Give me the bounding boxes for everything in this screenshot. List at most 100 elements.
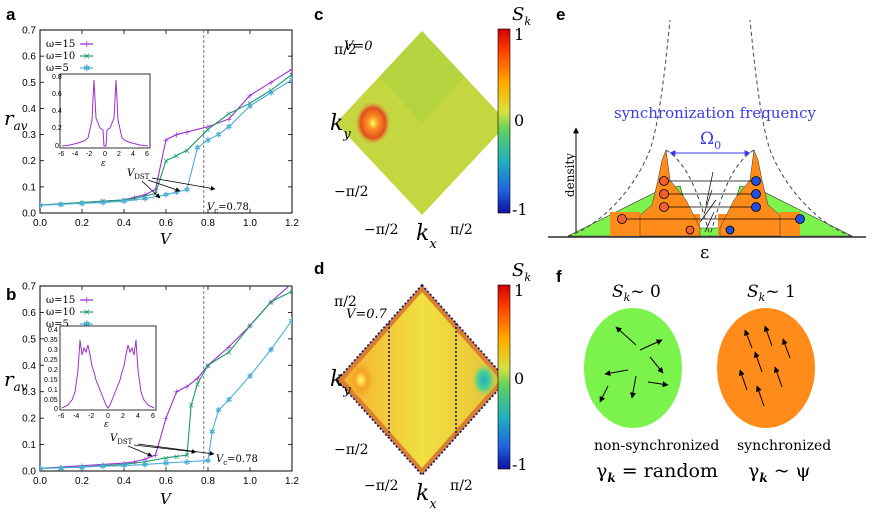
- svg-text:0.4: 0.4: [48, 327, 58, 334]
- data-point-a-2-5: ✱: [142, 195, 149, 204]
- omega-label: Ω0: [700, 129, 721, 152]
- svg-text:✱: ✱: [83, 64, 91, 74]
- data-point-b-2-8: ✱: [205, 456, 212, 465]
- y-tick-a-2: 0.2: [22, 156, 36, 167]
- data-point-a-2-7: ✱: [173, 188, 180, 197]
- legend-b-omega10: ω=10: [46, 307, 75, 318]
- data-point-b-1-14: ×: [268, 298, 275, 307]
- svg-text:0.8: 0.8: [52, 74, 62, 81]
- x-tick-b-0: 0.0: [33, 476, 47, 487]
- x-tick-a-0: 0.0: [33, 218, 47, 229]
- svg-text:1: 1: [514, 281, 524, 300]
- panel-label-d: d: [314, 259, 324, 278]
- e-title: synchronization frequency: [614, 104, 816, 122]
- series-line-b-2: [40, 320, 292, 469]
- svg-text:0: 0: [55, 143, 59, 150]
- data-point-b-1-5: ×: [142, 458, 149, 467]
- panel-b: b 0.00.10.20.30.40.50.60.7 0.0 0.2 0.4 0.6 0…: [4, 279, 299, 509]
- data-point-a-0-15: +: [289, 65, 296, 74]
- x-tick-b-4: 0.8: [201, 476, 215, 487]
- svg-text:−π/2: −π/2: [334, 184, 369, 200]
- data-point-a-2-6: ✱: [163, 191, 170, 200]
- series-b: + + + + + + + ++++++++++× × × × × × × × ××××××××✱ ✱ ✱ ✱ ✱ ✱ ✱…: [40, 279, 296, 473]
- y-tick-b-3: 0.3: [22, 387, 36, 398]
- svg-text:0: 0: [514, 369, 524, 388]
- orange-ellipse: [717, 308, 815, 428]
- f-right-caption: synchronized: [737, 438, 831, 454]
- x-ticks-a: 0.0 0.2 0.4 0.6 0.8 1.0 1.2: [33, 30, 299, 229]
- data-point-a-2-14: ✱: [268, 89, 275, 98]
- svg-text:0.1: 0.1: [48, 387, 58, 394]
- svg-text:-1: -1: [512, 200, 528, 219]
- vc-label-b: Vc=0.78: [216, 454, 258, 467]
- data-point-b-0-13: +: [226, 343, 233, 352]
- svg-text:+: +: [83, 40, 91, 50]
- data-point-b-2-6: ✱: [163, 459, 170, 468]
- data-point-b-1-8: ×: [184, 451, 191, 460]
- data-point-a-2-15: ✱: [289, 76, 296, 85]
- svg-text:0.15: 0.15: [44, 377, 58, 384]
- data-point-b-1-6: ×: [163, 454, 170, 463]
- x-tick-b-1: 0.2: [75, 476, 89, 487]
- data-point-a-2-9: ✱: [194, 144, 201, 153]
- svg-text:0: 0: [54, 406, 58, 413]
- data-point-b-0-3: +: [100, 460, 107, 469]
- y-tick-a-6: 0.6: [22, 52, 36, 63]
- hotspot-c: [355, 101, 391, 145]
- y-ticks-b: 0.0 0.1 0.2 0.3 0.4 0.5 0.6 0.7: [22, 282, 292, 478]
- svg-text:-6: -6: [58, 151, 64, 158]
- svg-text:ε: ε: [104, 420, 109, 430]
- panel-e: e density ε: [548, 5, 866, 263]
- data-point-b-1-7: ×: [173, 452, 180, 461]
- panel-f: f Sk~ 0 Sk~ 1 non-synchronized s: [556, 267, 831, 485]
- aligned-arrows: [738, 325, 791, 407]
- y-tick-a-3: 0.3: [22, 130, 36, 141]
- vdst-label-b: VDST: [110, 433, 133, 446]
- svg-text:density: density: [563, 153, 577, 197]
- svg-text:−π/2: −π/2: [364, 478, 399, 494]
- data-point-b-0-10: +: [184, 382, 191, 391]
- data-point-b-2-13: ✱: [268, 345, 275, 354]
- data-point-a-2-8: ✱: [184, 185, 191, 194]
- svg-text:0.35: 0.35: [44, 337, 58, 344]
- data-point-b-0-9: +: [173, 388, 180, 397]
- data-point-b-2-3: ✱: [100, 462, 107, 471]
- data-point-a-0-11: +: [205, 123, 212, 132]
- legend-a: ω=15 + ω=10 × ω=5 ✱: [46, 39, 93, 74]
- random-arrows: [599, 326, 669, 403]
- data-point-a-2-1: ✱: [58, 200, 65, 209]
- panel-label-c: c: [314, 5, 323, 24]
- data-point-a-0-13: +: [247, 91, 254, 100]
- data-point-b-0-11: +: [194, 375, 201, 384]
- panel-a: a 0.00.10.20.30.40.50.60.7 0.0 0.2 0.4 0.6 0…: [4, 5, 299, 248]
- x-tick-b-6: 1.2: [285, 476, 299, 487]
- svg-text:4: 4: [131, 151, 135, 158]
- data-point-b-2-11: ✱: [226, 396, 233, 405]
- svg-text:0.05: 0.05: [44, 397, 58, 404]
- data-point-b-0-16: +: [289, 279, 296, 288]
- vc-label-a: Vc=0.78: [207, 202, 249, 215]
- y-tick-b-7: 0.7: [22, 282, 36, 293]
- data-point-a-1-14: ×: [268, 86, 275, 95]
- x-tick-b-5: 1.0: [243, 476, 257, 487]
- f-right-formula: γk ~ ψ: [748, 460, 811, 485]
- panel-label-f: f: [556, 267, 562, 286]
- data-point-a-2-10: ✱: [205, 136, 212, 145]
- svg-text:6: 6: [145, 151, 149, 158]
- cbar-title-d: Sk: [512, 260, 531, 284]
- hotspot-d: [348, 362, 374, 398]
- data-point-b-2-4: ✱: [121, 462, 128, 471]
- svg-text:0.25: 0.25: [44, 357, 58, 364]
- svg-text:×: ×: [83, 308, 91, 318]
- svg-text:4: 4: [136, 413, 140, 420]
- data-point-a-0-6: +: [142, 191, 149, 200]
- data-point-b-2-9: ✱: [209, 427, 216, 436]
- inset-b-curve: [61, 339, 155, 409]
- kx-label-d: kx: [416, 481, 437, 512]
- svg-text:−π/2: −π/2: [364, 222, 399, 238]
- data-point-b-0-6: +: [142, 455, 149, 464]
- e-particles: [617, 176, 805, 235]
- data-point-b-2-10: ✱: [215, 406, 222, 415]
- data-point-b-2-1: ✱: [58, 464, 65, 473]
